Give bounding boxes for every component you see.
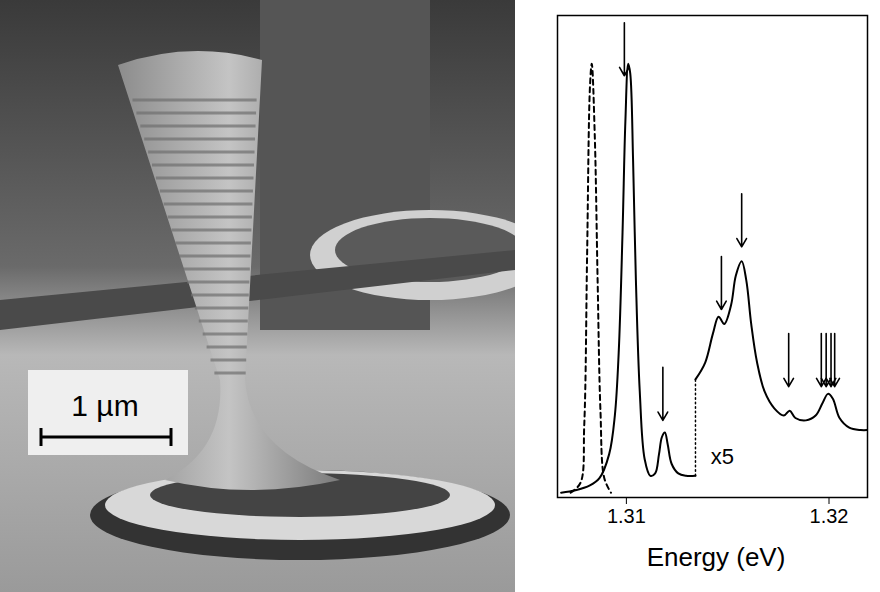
svg-text:1.31: 1.31 (607, 505, 646, 527)
svg-text:1 µm: 1 µm (71, 389, 138, 422)
svg-text:x5: x5 (711, 444, 734, 469)
svg-text:1.32: 1.32 (810, 505, 849, 527)
html-text:Energy (eV): Energy (eV) (646, 542, 786, 572)
